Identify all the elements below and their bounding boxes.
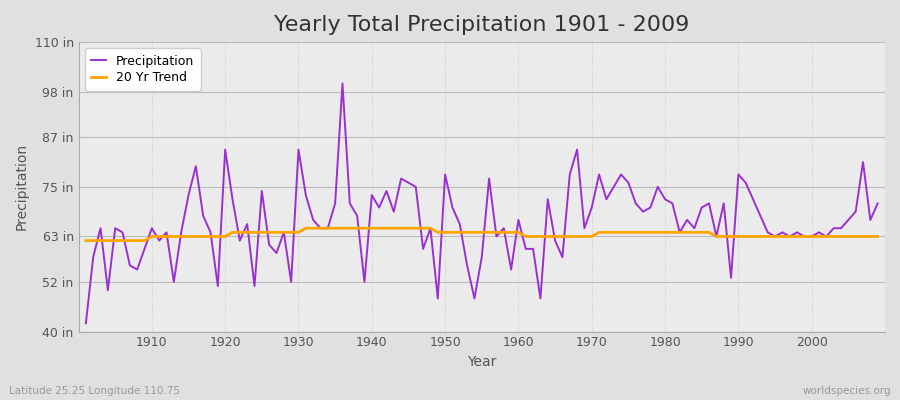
X-axis label: Year: Year bbox=[467, 355, 497, 369]
Precipitation bbox=[872, 201, 883, 206]
Legend: Precipitation, 20 Yr Trend: Precipitation, 20 Yr Trend bbox=[85, 48, 201, 91]
20 Yr Trend bbox=[608, 230, 619, 235]
20 Yr Trend bbox=[308, 226, 319, 231]
20 Yr Trend bbox=[513, 230, 524, 235]
Precipitation bbox=[520, 246, 531, 251]
Y-axis label: Precipitation: Precipitation bbox=[15, 143, 29, 230]
Precipitation bbox=[338, 81, 348, 86]
20 Yr Trend bbox=[352, 226, 363, 231]
Precipitation bbox=[352, 213, 363, 218]
Line: Precipitation: Precipitation bbox=[86, 84, 878, 323]
20 Yr Trend bbox=[80, 238, 91, 243]
Line: 20 Yr Trend: 20 Yr Trend bbox=[86, 228, 878, 241]
20 Yr Trend bbox=[140, 238, 150, 243]
Precipitation bbox=[301, 193, 311, 198]
20 Yr Trend bbox=[872, 234, 883, 239]
Precipitation bbox=[140, 246, 150, 251]
Precipitation bbox=[513, 218, 524, 222]
Text: Latitude 25.25 Longitude 110.75: Latitude 25.25 Longitude 110.75 bbox=[9, 386, 180, 396]
Precipitation bbox=[608, 184, 619, 189]
Title: Yearly Total Precipitation 1901 - 2009: Yearly Total Precipitation 1901 - 2009 bbox=[274, 15, 689, 35]
20 Yr Trend bbox=[301, 226, 311, 231]
20 Yr Trend bbox=[520, 234, 531, 239]
Text: worldspecies.org: worldspecies.org bbox=[803, 386, 891, 396]
Precipitation bbox=[80, 321, 91, 326]
